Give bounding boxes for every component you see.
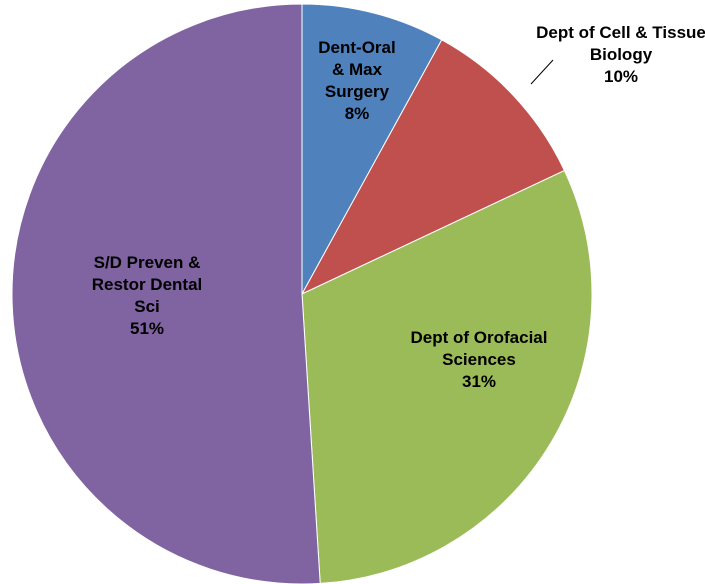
category-name: Dent-Oral & Max Surgery — [318, 38, 396, 101]
category-name: Dept of Orofacial Sciences — [410, 328, 548, 369]
slice-label: Dept of Cell & Tissue Biology 10% — [536, 22, 705, 88]
leader-line — [530, 59, 554, 85]
slice-label: Dent-Oral & Max Surgery 8% — [312, 37, 402, 125]
category-name: Dept of Cell & Tissue Biology — [536, 23, 705, 64]
slice-label: Dept of Orofacial Sciences 31% — [389, 327, 569, 393]
value-label: 51% — [129, 319, 165, 338]
value-label: 31% — [461, 372, 497, 391]
slice-label: S/D Preven & Restor Dental Sci 51% — [80, 252, 214, 340]
category-name: S/D Preven & Restor Dental Sci — [91, 253, 203, 316]
value-label: 10% — [603, 67, 639, 86]
pie-slice — [301, 3, 443, 295]
pie-slice — [301, 169, 593, 584]
pie-slice — [11, 3, 321, 584]
pie-slice — [300, 39, 566, 296]
value-label: 8% — [344, 104, 370, 123]
